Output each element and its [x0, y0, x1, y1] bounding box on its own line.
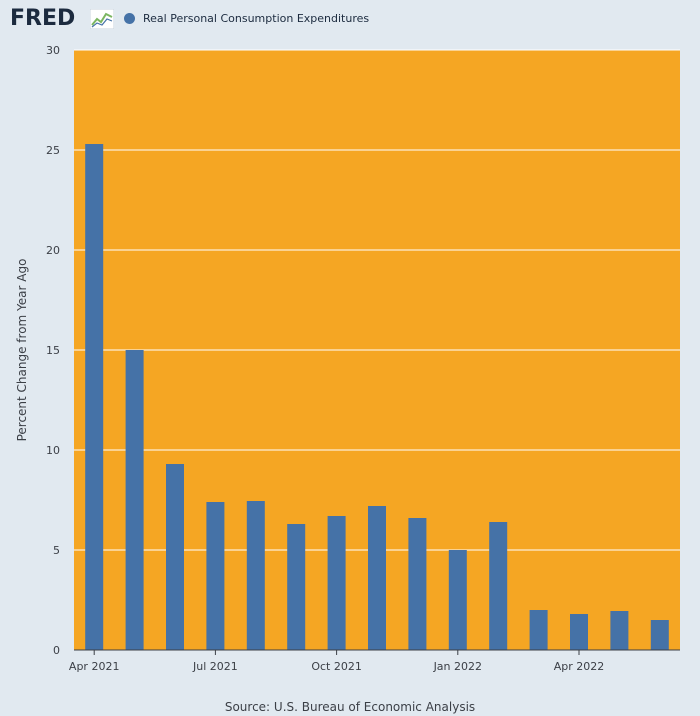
bar: [327, 516, 346, 650]
bar: [206, 502, 225, 650]
y-tick-label: 10: [46, 444, 60, 457]
y-tick-label: 30: [46, 44, 60, 57]
bar: [448, 550, 467, 650]
fred-chart-line-icon: [90, 9, 114, 29]
bar: [529, 610, 548, 650]
bar: [125, 350, 144, 650]
legend-marker: [124, 13, 135, 24]
y-axis-label: Percent Change from Year Ago: [15, 259, 29, 442]
bar: [610, 611, 629, 650]
bar: [650, 620, 669, 650]
axes: 0 5 10 15 20 25 30 Apr 2021 Jul 2021 Oct 2021 Jan …: [15, 44, 680, 673]
chart-header: FRED Real Personal Consumption Expenditu…: [0, 0, 700, 40]
y-tick-label: 15: [46, 344, 60, 357]
y-tick-label: 25: [46, 144, 60, 157]
legend-label: Real Personal Consumption Expenditures: [143, 12, 370, 25]
bar: [166, 464, 184, 650]
y-tick-label: 5: [53, 544, 60, 557]
y-tick-label: 0: [53, 644, 60, 657]
bar: [570, 614, 588, 650]
fred-logo[interactable]: FRED: [10, 6, 76, 31]
source-note: Source: U.S. Bureau of Economic Analysis: [224, 700, 476, 714]
x-tick-label: Apr 2022: [554, 660, 605, 673]
bar: [246, 501, 265, 650]
x-tick-label: Apr 2021: [69, 660, 120, 673]
x-tick-label: Jan 2022: [433, 660, 482, 673]
y-tick-label: 20: [46, 244, 60, 257]
bar: [368, 506, 386, 650]
chart-legend[interactable]: Real Personal Consumption Expenditures: [124, 12, 369, 25]
bar: [85, 144, 104, 650]
bar: [408, 518, 427, 650]
x-tick-label: Jul 2021: [192, 660, 238, 673]
bars: [85, 144, 669, 650]
bar: [287, 524, 306, 650]
bar: [489, 522, 508, 650]
x-tick-label: Oct 2021: [311, 660, 362, 673]
